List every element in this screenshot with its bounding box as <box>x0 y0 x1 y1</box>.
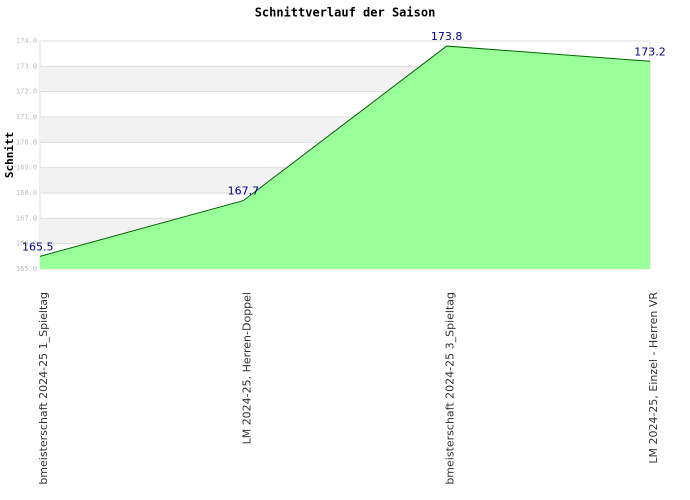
value-label: 173.8 <box>431 30 463 43</box>
y-tick-label: 171.0 <box>16 113 37 121</box>
x-tick-label: LM 2024-25, Herren-Doppel <box>240 292 253 444</box>
x-tick-label: bmeisterschaft 2024-25 3_Spieltag <box>444 292 457 485</box>
y-tick-label: 169.0 <box>16 164 37 172</box>
chart-title: Schnittverlauf der Saison <box>255 6 436 20</box>
line <box>39 45 651 257</box>
value-label: 165.5 <box>22 240 54 253</box>
x-tick-label: LM 2024-25, Einzel - Herren VR <box>647 292 660 464</box>
y-tick-label: 165.0 <box>16 265 37 273</box>
y-tick-label: 170.0 <box>16 138 37 146</box>
y-tick-label: 166.0 <box>16 240 37 248</box>
y-tick-label: 167.0 <box>16 214 37 222</box>
y-tick-label: 173.0 <box>16 62 37 70</box>
y-tick-label: 172.0 <box>16 88 37 96</box>
y-tick-label: 174.0 <box>16 37 37 45</box>
x-tick-label: bmeisterschaft 2024-25 1_Spieltag <box>37 292 50 485</box>
value-label: 167.7 <box>228 185 260 198</box>
value-label: 173.2 <box>634 45 666 58</box>
y-tick-label: 168.0 <box>16 189 37 197</box>
area <box>40 46 650 269</box>
y-axis-label: Schnitt <box>3 132 16 178</box>
